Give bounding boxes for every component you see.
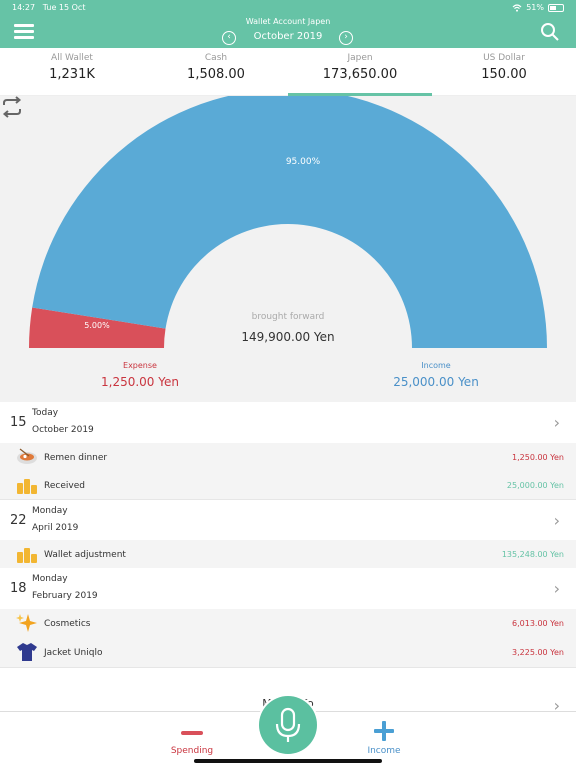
tshirt-icon [17,643,37,661]
active-tab-indicator [288,93,432,96]
balance-chart-area: 95.00% 5.00% brought forward 149,900.00 … [0,96,576,402]
tab-value: 173,650.00 [322,67,398,82]
income-label: Income [421,361,451,370]
wallet-tabs: All Wallet 1,231K Cash 1,508.00 Japen 17… [0,48,576,96]
gauge-segment-expense [29,307,166,348]
current-month: October 2019 [253,31,323,42]
list-item[interactable]: Received 25,000.00 Yen [0,471,576,500]
search-icon[interactable] [540,22,560,42]
top-bar: 14:27 Tue 15 Oct 51% Wallet Account Jape… [0,0,576,48]
ramen-bowl-icon [17,448,37,464]
day-month: April 2019 [32,523,79,533]
brought-forward-label: brought forward [251,312,325,322]
date-row-15[interactable]: 15 Today October 2019 › [0,402,576,444]
brought-forward-value: 149,900.00 Yen [241,330,335,344]
status-date: Tue 15 Oct [42,3,86,12]
item-amount: 25,000.00 Yen [506,481,564,490]
tab-value: 1,508.00 [187,67,245,82]
gauge-segment-income [32,96,547,348]
date-row-22[interactable]: 22 Monday April 2019 › [0,499,576,542]
tab-japen[interactable]: Japen 173,650.00 [288,48,432,95]
menu-button[interactable] [14,24,34,40]
status-time: 14:27 Tue 15 Oct [12,3,85,12]
balance-gauge-chart [29,96,547,348]
day-number: 18 [10,581,27,596]
prev-month-button[interactable]: ‹ [222,31,236,45]
date-row-18[interactable]: 18 Monday February 2019 › [0,568,576,610]
day-number: 22 [10,513,27,528]
day-name: Monday [32,574,68,584]
spending-button[interactable]: Spending [160,720,224,760]
list-item[interactable]: Wallet adjustment 135,248.00 Yen [0,540,576,569]
tab-all-wallet[interactable]: All Wallet 1,231K [0,48,144,95]
home-indicator [194,759,382,763]
day-month: February 2019 [32,591,98,601]
menu-bar-2 [14,30,34,33]
chevron-right-icon: › [553,579,560,598]
item-amount: 1,250.00 Yen [512,453,564,462]
item-label: Cosmetics [44,619,91,629]
list-item[interactable]: Remen dinner 1,250.00 Yen [0,443,576,472]
status-clock: 14:27 [12,3,36,12]
tab-name: Cash [204,53,228,63]
menu-bar-1 [14,24,34,27]
income-value: 25,000.00 Yen [393,375,479,389]
menu-bar-3 [14,36,34,39]
tab-value: 150.00 [481,67,527,82]
chevron-right-icon: › [553,511,560,530]
list-item[interactable]: Cosmetics 6,013.00 Yen [0,609,576,638]
voice-input-button[interactable] [259,696,317,754]
item-label: Wallet adjustment [44,550,126,560]
next-month-button[interactable]: › [339,31,353,45]
coins-icon [17,479,37,494]
item-label: Jacket Uniqlo [44,648,103,658]
income-label: Income [367,746,401,756]
day-name: Today [32,408,59,418]
battery-percent: 51% [526,3,544,12]
item-amount: 3,225.00 Yen [512,648,564,657]
day-number: 15 [10,415,27,430]
tab-name: All Wallet [51,53,93,63]
sparkle-icon [16,614,37,632]
plus-icon [374,721,394,741]
status-right: 51% [512,3,564,12]
wifi-icon [512,3,522,12]
coins-icon [17,548,37,563]
repeat-icon[interactable] [0,96,24,118]
tab-name: Japen [347,53,373,63]
chevron-right-icon: › [553,413,560,432]
expense-percent-label: 5.00% [84,321,110,330]
spending-label: Spending [170,746,214,756]
item-amount: 135,248.00 Yen [501,550,564,559]
tab-value: 1,231K [49,67,95,82]
list-item[interactable]: Jacket Uniqlo 3,225.00 Yen [0,637,576,668]
item-amount: 6,013.00 Yen [512,619,564,628]
tab-cash[interactable]: Cash 1,508.00 [144,48,288,95]
microphone-icon [275,707,301,742]
expense-label: Expense [123,361,157,370]
battery-icon [548,3,564,12]
chevron-right-icon: › [553,696,560,715]
minus-icon [181,731,203,735]
item-label: Received [44,481,85,491]
tab-name: US Dollar [483,53,525,63]
income-button[interactable]: Income [352,720,416,760]
item-label: Remen dinner [44,453,108,463]
wallet-account-title: Wallet Account Japen [245,17,331,26]
day-month: October 2019 [32,425,94,435]
day-name: Monday [32,506,68,516]
income-percent-label: 95.00% [285,157,321,167]
expense-value: 1,250.00 Yen [101,375,179,389]
tab-us-dollar[interactable]: US Dollar 150.00 [432,48,576,95]
